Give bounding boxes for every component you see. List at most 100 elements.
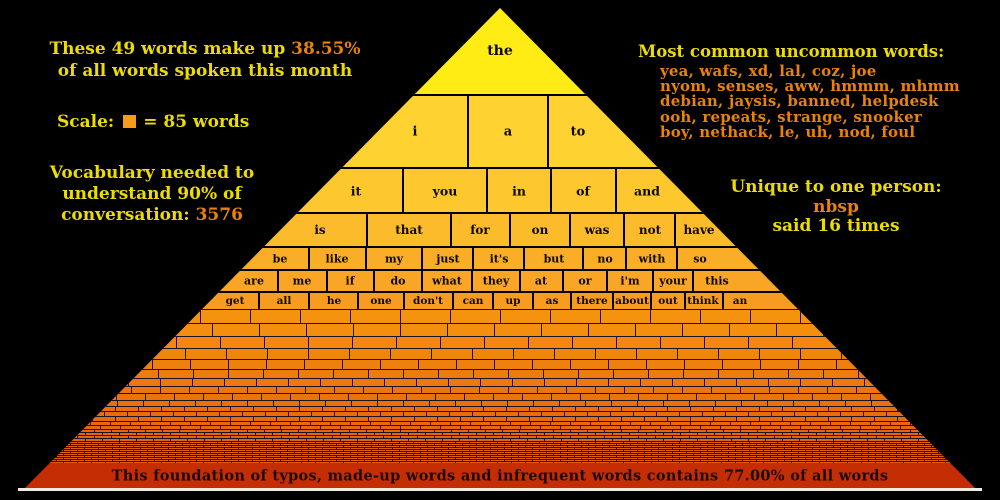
pyramid-word: an: [732, 295, 748, 307]
pyramid-word: they: [482, 274, 510, 288]
uncommon-words-panel: Most common uncommon words: yea, wafs, x…: [638, 42, 990, 140]
pyramid-word: as: [545, 295, 559, 307]
pyramid-word: think: [687, 295, 719, 307]
pyramid-word: no: [597, 252, 613, 265]
pyramid-word: my: [384, 252, 404, 265]
row-divider: [308, 246, 310, 269]
brick-row: [24, 309, 976, 323]
pyramid-word: he: [326, 295, 342, 307]
brick-row: [24, 441, 976, 443]
row-divider: [550, 167, 552, 212]
row-divider: [570, 291, 572, 309]
brick-row: [24, 443, 976, 445]
pyramid-word: that: [395, 223, 423, 237]
brick-row: [24, 435, 976, 438]
row-divider: [258, 291, 260, 309]
pyramid-word: are: [244, 274, 264, 288]
row-divider: [615, 167, 617, 212]
pyramid-word: at: [534, 274, 548, 288]
row-divider: [373, 269, 375, 291]
row-divider: [403, 291, 405, 309]
pyramid-word: you: [432, 183, 458, 198]
row-divider: [652, 269, 654, 291]
brick-row: [24, 461, 976, 463]
row-divider: [471, 269, 473, 291]
pyramid-word: can: [462, 295, 484, 307]
row-divider: [650, 291, 652, 309]
top-words-caption-text: These 49 words make up: [49, 39, 292, 59]
pyramid-row: [24, 291, 976, 309]
pyramid-word: on: [531, 223, 549, 237]
pyramid-row: [24, 246, 976, 269]
brick-row: [24, 400, 976, 406]
top-words-caption-line2: of all words spoken this month: [57, 61, 353, 81]
pyramid-word: like: [325, 252, 349, 265]
row-divider: [472, 246, 474, 269]
brick-row: [24, 459, 976, 461]
row-divider: [277, 269, 279, 291]
uncommon-word-line: yea, wafs, xd, lal, coz, joe: [660, 62, 877, 80]
vocab-line1: Vocabulary needed to: [49, 163, 255, 183]
pyramid-word: there: [576, 295, 608, 307]
pyramid-word: to: [570, 124, 586, 139]
pyramid-word: the: [487, 43, 513, 59]
row-divider: [326, 269, 328, 291]
vocab-line2: understand 90% of: [62, 184, 242, 204]
brick-row: [24, 421, 976, 425]
row-divider: [402, 167, 404, 212]
brick-row: [24, 336, 976, 348]
row-divider: [684, 291, 686, 309]
brick-row: [24, 386, 976, 393]
scale-legend: Scale: = 85 words: [57, 112, 249, 132]
top-words-caption: These 49 words make up 38.55% of all wor…: [38, 38, 372, 82]
vocab-count-value: 3576: [195, 205, 243, 225]
row-divider: [519, 269, 521, 291]
row-divider: [623, 212, 625, 246]
top-words-share-value: 38.55%: [291, 39, 361, 59]
brick-row: [24, 323, 976, 336]
pyramid-word: it's: [489, 252, 509, 265]
row-divider: [421, 269, 423, 291]
brick-row: [24, 406, 976, 411]
row-divider: [722, 291, 724, 309]
brick-row: [24, 348, 976, 359]
pyramid-word: me: [292, 274, 312, 288]
pyramid-word: if: [345, 274, 355, 288]
row-divider: [676, 246, 678, 269]
pyramid-word: get: [225, 295, 245, 307]
row-divider: [486, 167, 488, 212]
pyramid-word: one: [370, 295, 392, 307]
brick-row: [24, 416, 976, 421]
scale-swatch-icon: [123, 115, 137, 128]
row-divider: [452, 291, 454, 309]
brick-row: [24, 425, 976, 429]
pyramid-word: be: [272, 252, 288, 265]
row-divider: [492, 291, 494, 309]
pyramid-word: was: [584, 223, 610, 237]
row-divider: [357, 291, 359, 309]
pyramid-word: this: [705, 274, 729, 288]
brick-row: [24, 457, 976, 459]
pyramid-word: not: [638, 223, 662, 237]
brick-row: [24, 393, 976, 400]
pyramid-word: with: [638, 252, 666, 265]
row-divider: [509, 212, 511, 246]
pyramid-baseline: [18, 488, 982, 491]
pyramid-word: i'm: [620, 274, 640, 288]
pyramid-word: so: [693, 252, 707, 265]
scale-value: = 85 words: [143, 112, 250, 132]
row-divider: [569, 212, 571, 246]
brick-row: [24, 449, 976, 451]
brick-row: [24, 447, 976, 449]
row-divider: [547, 94, 549, 167]
pyramid-word: what: [432, 274, 462, 288]
unique-word-times: said 16 times: [772, 216, 900, 236]
pyramid-word: i: [412, 124, 418, 139]
pyramid-word: up: [505, 295, 521, 307]
brick-row: [24, 429, 976, 432]
pyramid-word: and: [634, 183, 660, 198]
row-divider: [523, 246, 525, 269]
pyramid-word: your: [659, 274, 687, 288]
brick-row: [24, 378, 976, 386]
